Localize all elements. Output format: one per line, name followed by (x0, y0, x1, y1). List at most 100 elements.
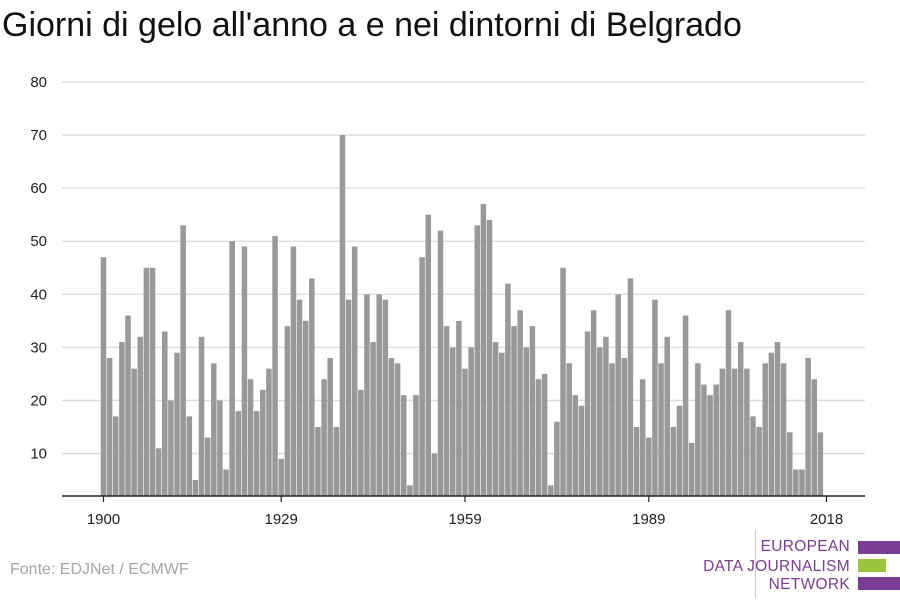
bar-1930 (284, 326, 291, 496)
bar-1937 (327, 358, 333, 496)
bar-1995 (682, 315, 689, 496)
bar-1924 (247, 379, 254, 496)
bar-1913 (180, 225, 186, 497)
bar-1915 (192, 480, 199, 496)
bar-1904 (125, 315, 131, 496)
chart-title: Giorni di gelo all'anno a e nei dintorni… (2, 6, 742, 44)
bar-1956 (443, 326, 450, 496)
bar-2001 (719, 368, 726, 496)
source-note: Fonte: EDJNet / ECMWF (10, 561, 189, 578)
bar-1950 (407, 485, 413, 496)
bar-1945 (376, 294, 382, 496)
bar-1988 (639, 379, 646, 496)
bar-1958 (456, 320, 462, 496)
bar-1987 (633, 427, 640, 496)
bar-1965 (499, 352, 505, 496)
bar-1935 (315, 427, 321, 496)
x-tick-label: 1929 (264, 511, 297, 528)
bar-1926 (260, 389, 266, 496)
bar-2003 (731, 368, 738, 496)
bar-1909 (155, 448, 162, 496)
bar-1928 (272, 235, 278, 496)
bar-1991 (658, 363, 664, 496)
bar-1938 (333, 427, 340, 496)
bar-1961 (474, 225, 481, 497)
bar-1919 (217, 400, 223, 496)
bar-1977 (572, 395, 579, 496)
bar-1986 (627, 278, 634, 496)
bar-2007 (756, 427, 762, 496)
x-tick-label: 2018 (810, 511, 843, 528)
bar-1943 (364, 294, 370, 496)
bar-1947 (388, 358, 395, 496)
bar-1917 (204, 437, 211, 496)
logo-line-1: EUROPEAN (760, 538, 850, 555)
bar-1912 (174, 352, 180, 496)
bar-1972 (541, 373, 548, 496)
bar-2005 (744, 368, 750, 496)
bar-2000 (713, 384, 719, 496)
bar-1994 (676, 405, 683, 496)
bar-1979 (584, 331, 591, 496)
bar-1969 (523, 347, 530, 496)
bar-1983 (609, 363, 615, 496)
bar-2013 (793, 469, 799, 496)
bar-1954 (431, 453, 438, 496)
bar-2011 (780, 363, 787, 496)
logo-divider (755, 530, 756, 598)
bar-1973 (548, 485, 554, 496)
bar-1933 (302, 320, 309, 496)
bar-1936 (321, 379, 327, 496)
bar-1902 (112, 416, 119, 496)
bar-2006 (750, 416, 756, 496)
bar-1907 (143, 267, 150, 496)
bar-1900 (100, 257, 107, 496)
bar-1923 (241, 246, 248, 496)
bar-1910 (162, 331, 168, 496)
bar-1990 (652, 299, 658, 496)
bar-1948 (394, 363, 401, 496)
bar-1997 (695, 363, 701, 496)
y-tick-label: 80 (30, 74, 47, 91)
bar-1966 (505, 283, 511, 496)
bar-2009 (768, 352, 775, 496)
bar-2017 (817, 432, 824, 496)
y-tick-label: 50 (30, 233, 47, 250)
bar-2012 (786, 432, 793, 496)
x-tick-label: 1900 (87, 511, 120, 528)
bar-1916 (198, 336, 205, 496)
bar-1901 (106, 358, 113, 496)
bar-1964 (492, 342, 499, 496)
bar-1934 (309, 278, 315, 496)
bar-1911 (168, 400, 174, 496)
bar-1982 (603, 336, 609, 496)
logo-line-3: NETWORK (768, 576, 850, 593)
bar-1963 (486, 220, 493, 496)
bar-1946 (382, 299, 389, 496)
bar-1970 (529, 326, 536, 496)
bar-2015 (805, 358, 811, 496)
bar-1939 (339, 135, 346, 497)
x-tick-label: 1989 (632, 511, 665, 528)
bar-1942 (358, 389, 364, 496)
bar-1996 (688, 442, 695, 496)
bar-1929 (278, 458, 284, 496)
bar-1976 (566, 363, 572, 496)
bar-1927 (266, 368, 272, 496)
bar-2016 (811, 379, 818, 496)
bar-2002 (725, 310, 732, 496)
y-tick-label: 70 (30, 127, 47, 144)
bar-1974 (554, 421, 560, 496)
bar-1931 (290, 246, 297, 496)
bar-1921 (229, 241, 235, 496)
bar-1920 (223, 469, 229, 496)
bar-1984 (615, 294, 621, 496)
bar-1925 (253, 411, 260, 496)
x-tick-label: 1959 (448, 511, 481, 528)
bar-1998 (701, 384, 707, 496)
y-tick-label: 20 (30, 392, 47, 409)
bar-2004 (737, 342, 744, 496)
edjnet-logo[interactable]: EUROPEAN DATA JOURNALISM NETWORK (700, 530, 900, 598)
bar-1985 (621, 358, 628, 496)
